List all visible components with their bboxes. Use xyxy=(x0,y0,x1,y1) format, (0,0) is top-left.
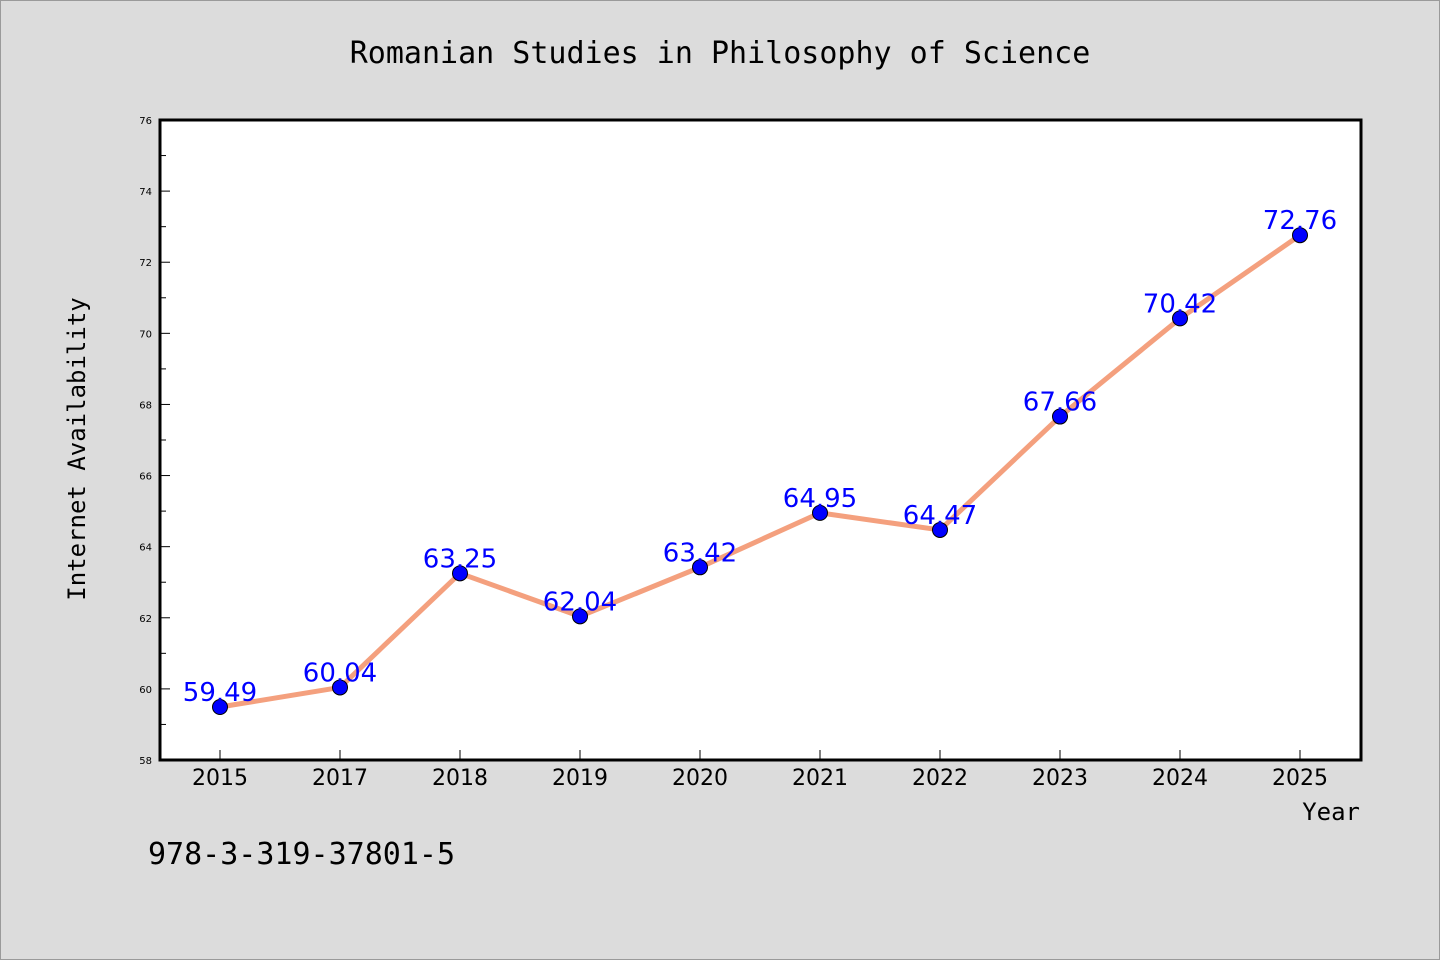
x-tick-label: 2025 xyxy=(1272,766,1328,791)
y-tick-label: 70 xyxy=(139,329,152,340)
x-tick-label: 2018 xyxy=(432,766,488,791)
data-point xyxy=(1052,408,1068,425)
data-label: 60.04 xyxy=(303,658,377,688)
x-tick-label: 2024 xyxy=(1152,766,1208,791)
x-tick-label: 2015 xyxy=(192,766,248,791)
y-tick-label: 68 xyxy=(139,400,152,411)
data-label: 63.42 xyxy=(663,538,737,568)
data-point xyxy=(332,679,348,696)
data-label: 64.47 xyxy=(903,501,977,531)
series-line-group xyxy=(217,232,1303,710)
x-tick-label: 2022 xyxy=(912,766,968,791)
chart-title: Romanian Studies in Philosophy of Scienc… xyxy=(350,36,1091,71)
data-point xyxy=(572,608,588,625)
data-point xyxy=(692,559,708,576)
data-point xyxy=(932,521,948,538)
x-tick-label: 2019 xyxy=(552,766,608,791)
data-label: 67.66 xyxy=(1023,388,1097,418)
data-point xyxy=(1292,227,1308,244)
data-labels: 59.49 60.04 63.25 62.04 63.42 64.95 64.47 67.66… xyxy=(183,206,1337,708)
y-tick-label: 58 xyxy=(139,756,152,767)
data-point xyxy=(452,565,468,582)
y-axis-label: Internet Availability xyxy=(63,297,91,600)
data-label: 64.95 xyxy=(783,484,857,514)
y-tick-label: 62 xyxy=(139,614,152,625)
x-tick-label: 2023 xyxy=(1032,766,1088,791)
y-axis: 58 60 62 64 66 68 70 72 74 76 xyxy=(139,116,170,767)
data-label: 72.76 xyxy=(1263,206,1337,236)
y-tick-label: 76 xyxy=(139,116,152,127)
series-line xyxy=(217,232,1303,710)
x-axis: 2015 2017 2018 2019 2020 2021 2022 2023 2024 2025 xyxy=(192,750,1328,791)
data-label: 59.49 xyxy=(183,678,257,708)
isbn-annotation: 978-3-319-37801-5 xyxy=(148,837,455,872)
y-tick-label: 74 xyxy=(139,187,152,198)
y-tick-label: 64 xyxy=(139,543,152,554)
x-tick-label: 2020 xyxy=(672,766,728,791)
x-tick-label: 2021 xyxy=(792,766,848,791)
plot-area xyxy=(158,118,1363,762)
data-point xyxy=(212,699,228,716)
y-tick-label: 66 xyxy=(139,472,152,483)
data-label: 70.42 xyxy=(1143,289,1217,319)
data-label: 63.25 xyxy=(423,544,497,574)
y-tick-label: 60 xyxy=(139,685,152,696)
x-tick-label: 2017 xyxy=(312,766,368,791)
data-point xyxy=(812,504,828,521)
data-point xyxy=(1172,310,1188,327)
x-axis-label: Year xyxy=(1302,798,1360,826)
y-tick-label: 72 xyxy=(139,258,152,269)
data-label: 62.04 xyxy=(543,587,617,617)
data-points xyxy=(212,227,1308,716)
